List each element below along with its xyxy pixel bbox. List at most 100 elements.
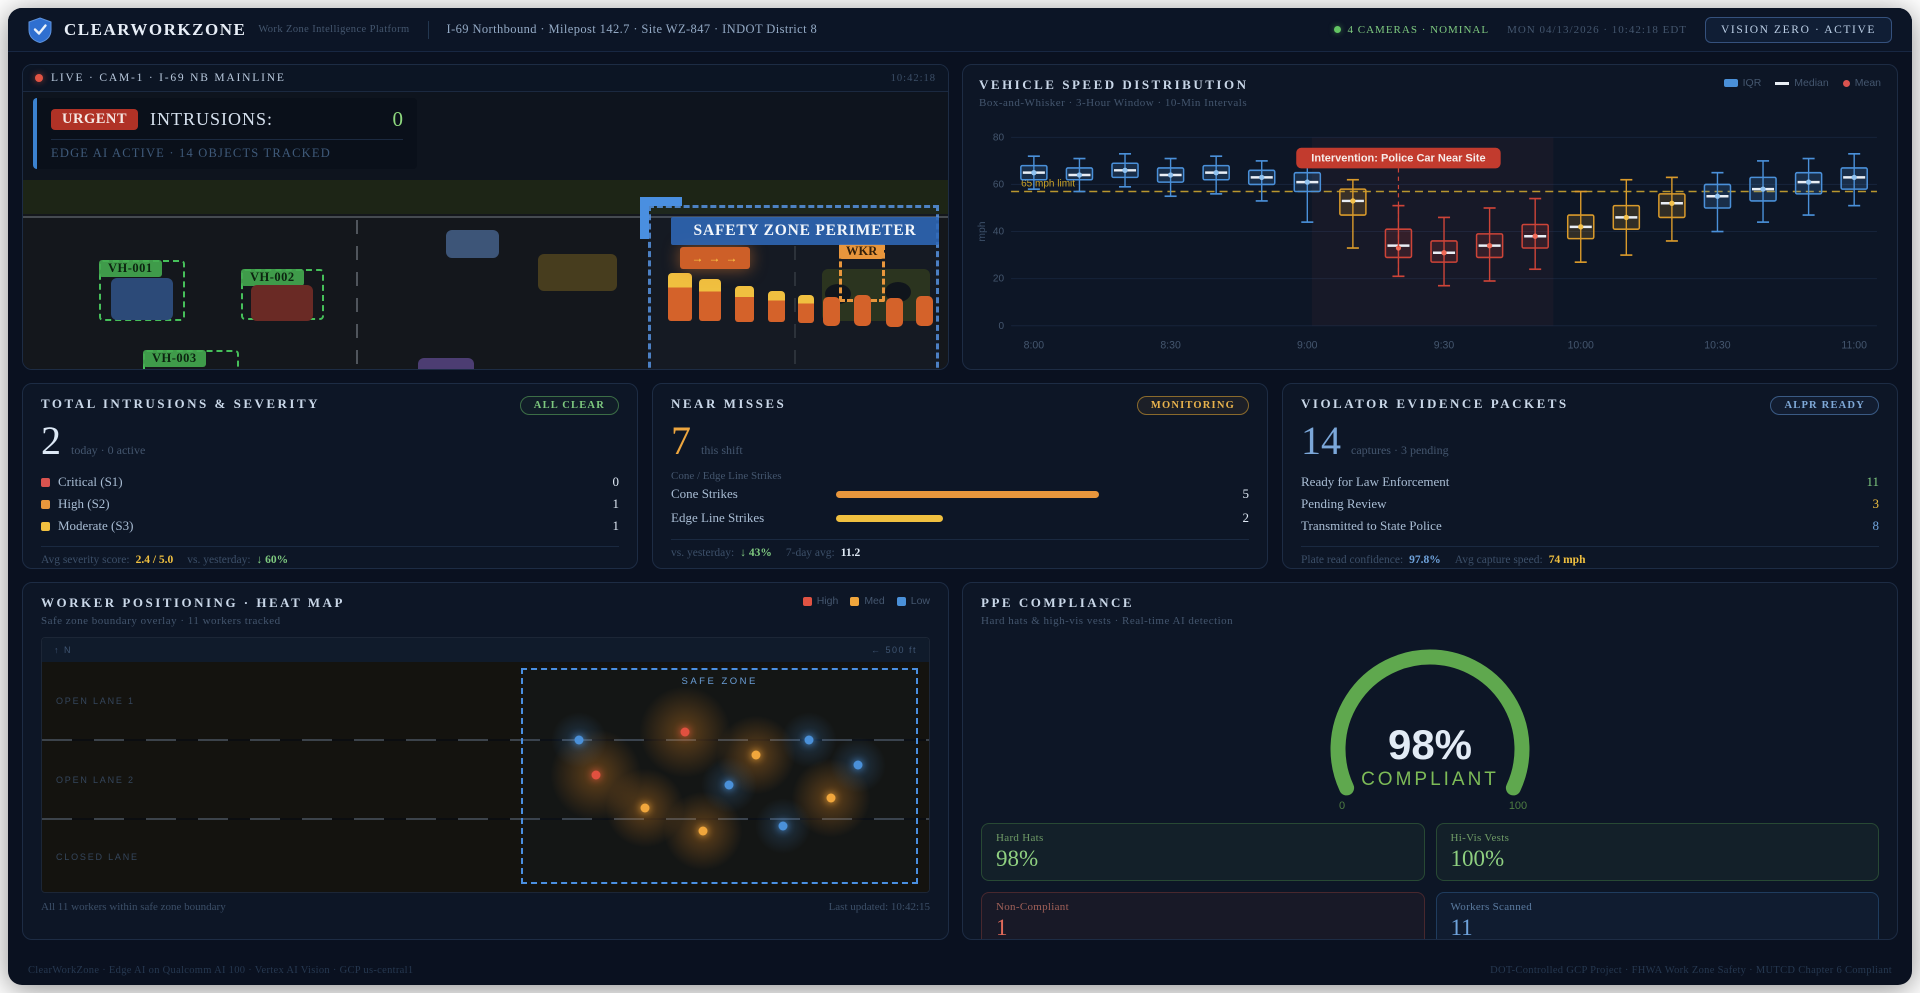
card-label: Hard Hats [996, 832, 1044, 844]
gauge-value: 98% [1388, 721, 1472, 768]
high-swatch-icon [41, 499, 50, 509]
cone-strikes-bar [836, 490, 1099, 498]
footer-left-text: ClearWorkZone · Edge AI on Qualcomm AI 1… [28, 964, 414, 976]
vehicle-tag: VH-002 [241, 269, 304, 286]
worker-heat-point [574, 735, 584, 745]
camera-status: 4 CAMERAS · NOMINAL [1333, 24, 1490, 36]
legend-label: Median [1794, 77, 1829, 89]
worker-heat-point [680, 727, 690, 737]
severity-row: High (S2) 1 [41, 493, 619, 515]
footer-label: Avg severity score: [41, 554, 130, 566]
traffic-cone-icon [798, 295, 814, 323]
gauge-min-label: 0 [1339, 800, 1345, 812]
card-label: Workers Scanned [1450, 901, 1533, 913]
dashboard-root: CLEARWORKZONE Work Zone Intelligence Pla… [8, 8, 1912, 985]
worker-heat-point [724, 780, 734, 790]
lane-open-2 [42, 741, 930, 818]
urgent-badge: URGENT [51, 109, 139, 130]
last-updated-text: Last updated: 10:42:15 [828, 901, 931, 913]
workers-scanned-card: Workers Scanned 11 [1435, 892, 1879, 940]
severity-value: 1 [612, 496, 620, 511]
lane-divider [356, 220, 358, 369]
bar-value: 2 [1242, 510, 1250, 525]
near-misses-count-sub: this shift [701, 443, 743, 457]
heatmap-panel: WORKER POSITIONING · HEAT MAP Safe zone … [22, 582, 950, 940]
worker-heat-point [778, 821, 788, 831]
panel-divider [1301, 546, 1879, 547]
severity-value: 1 [612, 518, 620, 533]
card-value: 98% [996, 846, 1039, 871]
evidence-row: Pending Review 3 [1301, 493, 1879, 515]
capture-speed-value: 74 mph [1548, 554, 1586, 566]
med-swatch-icon [850, 596, 860, 606]
svg-text:80: 80 [993, 132, 1004, 143]
lane-divider [794, 220, 796, 369]
camera-feed: VH-001 VH-002 VH-003 SAFETY ZONE PERIMET… [23, 92, 949, 369]
ppe-cards-grid: Hard Hats 98% Hi-Vis Vests 100% Non-Comp… [981, 823, 1879, 940]
vehicle-bbox: VH-002 [241, 269, 324, 321]
heatmap-legend: High Med Low [802, 595, 930, 607]
worker-heat-point [751, 750, 761, 760]
traffic-cone-icon [699, 279, 721, 321]
top-bar: CLEARWORKZONE Work Zone Intelligence Pla… [8, 8, 1912, 52]
near-misses-title: NEAR MISSES [671, 396, 787, 411]
safety-zone-corner-marker [640, 197, 682, 239]
footer-right-text: DOT-Controlled GCP Project · FHWA Work Z… [1490, 964, 1892, 976]
high-swatch-icon [802, 596, 812, 606]
status-dot-icon [1333, 26, 1341, 33]
worker-bbox: WKR [839, 244, 885, 302]
severity-label: High (S2) [58, 496, 110, 511]
svg-text:mph: mph [977, 221, 988, 241]
plate-confidence-value: 97.8% [1409, 554, 1441, 566]
evidence-label: Transmitted to State Police [1301, 518, 1442, 533]
lane-open-1 [42, 662, 930, 739]
main-content: LIVE · CAM-1 · I-69 NB MAINLINE 10:42:18 [8, 52, 1912, 961]
median-swatch-icon [1775, 81, 1790, 85]
edge-line-strikes-bar [836, 514, 943, 522]
legend-label: Med [864, 595, 885, 607]
bar-track [836, 490, 1217, 498]
vehicle-untagged [538, 254, 617, 291]
svg-text:10:00: 10:00 [1568, 339, 1594, 351]
intrusions-count-value: 2 [41, 418, 61, 463]
svg-text:11:00: 11:00 [1841, 339, 1867, 351]
critical-swatch-icon [41, 477, 50, 487]
vehicle-tag: VH-001 [99, 260, 162, 277]
card-value: 11 [1450, 915, 1473, 940]
brand-shield-icon [28, 16, 52, 43]
footer-label: 7-day avg: [785, 547, 835, 559]
svg-text:65 mph limit: 65 mph limit [1021, 178, 1075, 189]
all-clear-badge: ALL CLEAR [519, 396, 619, 415]
worker-figure [823, 297, 840, 326]
bar-value: 5 [1242, 486, 1250, 501]
heatmap-title: WORKER POSITIONING · HEAT MAP [41, 595, 345, 610]
lane-closed [42, 820, 930, 892]
header-divider [427, 20, 429, 39]
vision-zero-button[interactable]: VISION ZERO · ACTIVE [1705, 16, 1892, 43]
speed-distribution-panel: VEHICLE SPEED DISTRIBUTION Box-and-Whisk… [962, 64, 1898, 370]
traffic-cone-icon [735, 286, 754, 322]
worker-figure [854, 295, 871, 326]
intrusion-alert-box: URGENT INTRUSIONS: 0 EDGE AI ACTIVE · 14… [33, 98, 417, 169]
card-value: 1 [996, 915, 1008, 940]
lane-separator [42, 818, 930, 820]
footer-label: Plate read confidence: [1301, 554, 1404, 566]
severity-value: 0 [612, 474, 620, 489]
evidence-row: Ready for Law Enforcement 11 [1301, 471, 1879, 493]
near-misses-panel: NEAR MISSES MONITORING 7 this shift Cone… [652, 383, 1268, 569]
footer-label: vs. yesterday: [671, 547, 735, 559]
intrusions-count-sub: today · 0 active [71, 443, 146, 457]
camera-title: LIVE · CAM-1 · I-69 NB MAINLINE [51, 72, 286, 84]
worker-heat-point [826, 793, 836, 803]
tracked-car [251, 285, 313, 321]
near-misses-count-value: 7 [671, 418, 691, 463]
speed-chart-legend: IQR Median Mean [1723, 77, 1881, 89]
svg-text:0: 0 [999, 321, 1005, 332]
bar-track [836, 514, 1217, 522]
worker-heat-point [591, 770, 601, 780]
vehicle-untagged [446, 230, 499, 258]
worker-heat-point [698, 826, 708, 836]
intrusions-title: TOTAL INTRUSIONS & SEVERITY [41, 396, 321, 411]
global-footer: ClearWorkZone · Edge AI on Qualcomm AI 1… [8, 961, 1912, 985]
severity-label: Moderate (S3) [58, 518, 134, 533]
